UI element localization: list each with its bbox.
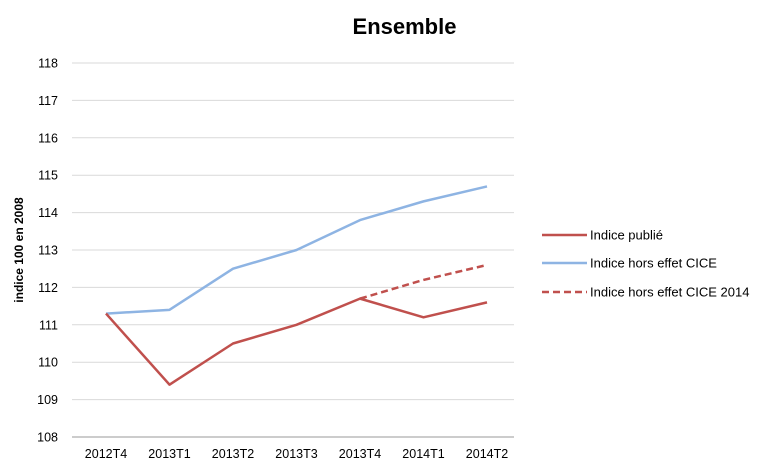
legend: Indice publié Indice hors effet CICE Indic… — [542, 228, 749, 300]
x-axis-ticks: 2012T4 2013T1 2013T2 2013T3 2013T4 2014T1 2014… — [85, 447, 508, 461]
x-tick-label: 2013T3 — [275, 447, 317, 461]
y-axis-ticks: 108 109 110 111 112 113 114 115 116 117 118 — [37, 57, 58, 445]
y-tick-label: 115 — [38, 169, 58, 183]
y-tick-label: 112 — [38, 281, 58, 295]
y-tick-label: 108 — [37, 431, 58, 445]
series-line-1 — [106, 299, 487, 385]
y-tick-label: 111 — [39, 318, 58, 332]
legend-label: Indice hors effet CICE — [590, 256, 717, 271]
legend-label: Indice publié — [590, 228, 663, 243]
y-tick-label: 117 — [38, 94, 58, 108]
x-tick-label: 2014T2 — [466, 447, 508, 461]
x-tick-label: 2013T2 — [212, 447, 254, 461]
series-lines — [106, 186, 487, 384]
x-tick-label: 2014T1 — [402, 447, 444, 461]
y-tick-label: 118 — [38, 57, 58, 71]
series-line-3 — [360, 265, 487, 299]
legend-label: Indice hors effet CICE 2014 — [590, 285, 749, 300]
y-tick-label: 116 — [38, 131, 58, 145]
y-tick-label: 114 — [38, 206, 58, 220]
y-tick-label: 113 — [38, 244, 58, 258]
y-tick-label: 109 — [37, 393, 58, 407]
y-axis-label: indice 100 en 2008 — [12, 197, 26, 303]
x-tick-label: 2013T1 — [148, 447, 190, 461]
x-tick-label: 2013T4 — [339, 447, 381, 461]
x-tick-label: 2012T4 — [85, 447, 127, 461]
y-tick-label: 110 — [38, 356, 58, 370]
